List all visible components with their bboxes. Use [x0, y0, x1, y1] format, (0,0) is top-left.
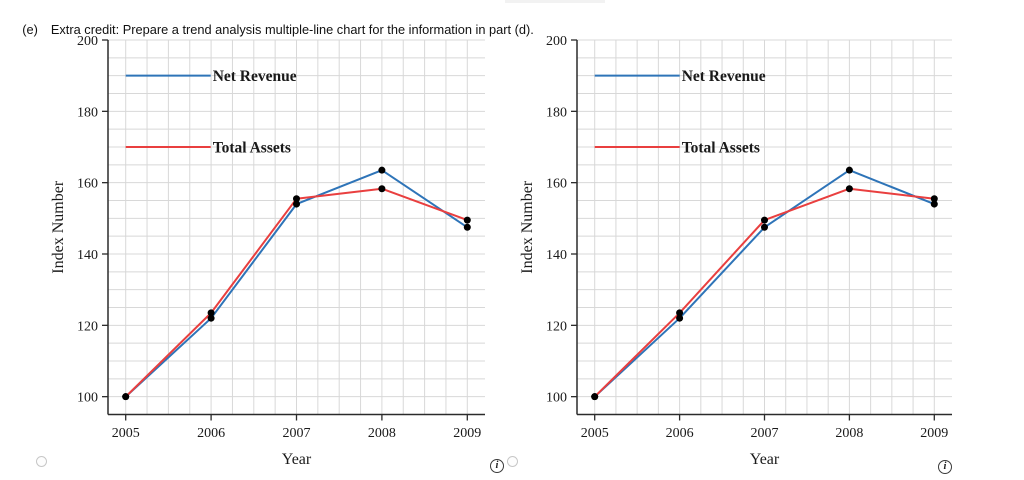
data-point — [930, 195, 938, 203]
x-tick-label: 2008 — [835, 426, 863, 441]
x-tick-label: 2006 — [666, 426, 694, 441]
y-tick-label: 180 — [546, 105, 567, 120]
answer-radio-option-b[interactable] — [507, 456, 518, 467]
answer-radio-option-a[interactable] — [36, 456, 47, 467]
data-point — [676, 314, 684, 322]
data-point — [676, 309, 684, 317]
y-tick-label: 160 — [546, 177, 567, 192]
data-point — [207, 309, 215, 317]
data-point — [463, 223, 471, 231]
data-point — [463, 216, 471, 224]
question-heading: (e) Extra credit: Prepare a trend analysi… — [8, 7, 534, 52]
legend-label: Total Assets — [213, 140, 291, 157]
y-tick-label: 100 — [546, 391, 567, 406]
y-tick-label: 100 — [77, 391, 98, 406]
x-tick-label: 2005 — [581, 426, 609, 441]
data-point — [591, 393, 599, 401]
x-tick-label: 2009 — [453, 426, 481, 441]
data-point — [207, 314, 215, 322]
question-item-label: (e) — [22, 22, 38, 37]
data-point — [761, 216, 768, 224]
y-axis-title: Index Number — [519, 180, 536, 274]
x-tick-label: 2009 — [920, 426, 948, 441]
y-tick-label: 140 — [546, 248, 567, 263]
top-edge-remnant — [505, 0, 605, 3]
y-tick-label: 180 — [77, 105, 98, 120]
y-tick-label: 120 — [77, 319, 98, 334]
data-point — [293, 195, 300, 203]
x-axis-title: Year — [282, 451, 312, 468]
y-tick-label: 160 — [77, 177, 98, 192]
x-tick-label: 2008 — [368, 426, 396, 441]
y-tick-label: 200 — [77, 34, 98, 49]
data-point — [378, 185, 386, 193]
x-axis-title: Year — [750, 451, 780, 468]
info-icon-option-b[interactable]: i — [938, 460, 952, 474]
data-point — [293, 200, 300, 208]
x-tick-label: 2007 — [283, 426, 311, 441]
data-point — [845, 166, 853, 174]
y-tick-label: 140 — [77, 248, 98, 263]
data-point — [845, 185, 853, 193]
y-axis-title: Index Number — [50, 180, 67, 274]
data-point — [378, 166, 386, 174]
x-tick-label: 2006 — [197, 426, 225, 441]
legend-label: Total Assets — [682, 140, 760, 157]
data-point — [761, 223, 768, 231]
legend-label: Net Revenue — [682, 68, 766, 85]
x-tick-label: 2005 — [112, 426, 140, 441]
data-point — [930, 200, 938, 208]
y-tick-label: 120 — [546, 319, 567, 334]
info-icon-option-a[interactable]: i — [490, 459, 504, 473]
y-tick-label: 200 — [546, 34, 567, 49]
question-text: Extra credit: Prepare a trend analysis m… — [50, 22, 534, 37]
data-point — [122, 393, 130, 401]
x-tick-label: 2007 — [751, 426, 779, 441]
legend-label: Net Revenue — [213, 68, 297, 85]
